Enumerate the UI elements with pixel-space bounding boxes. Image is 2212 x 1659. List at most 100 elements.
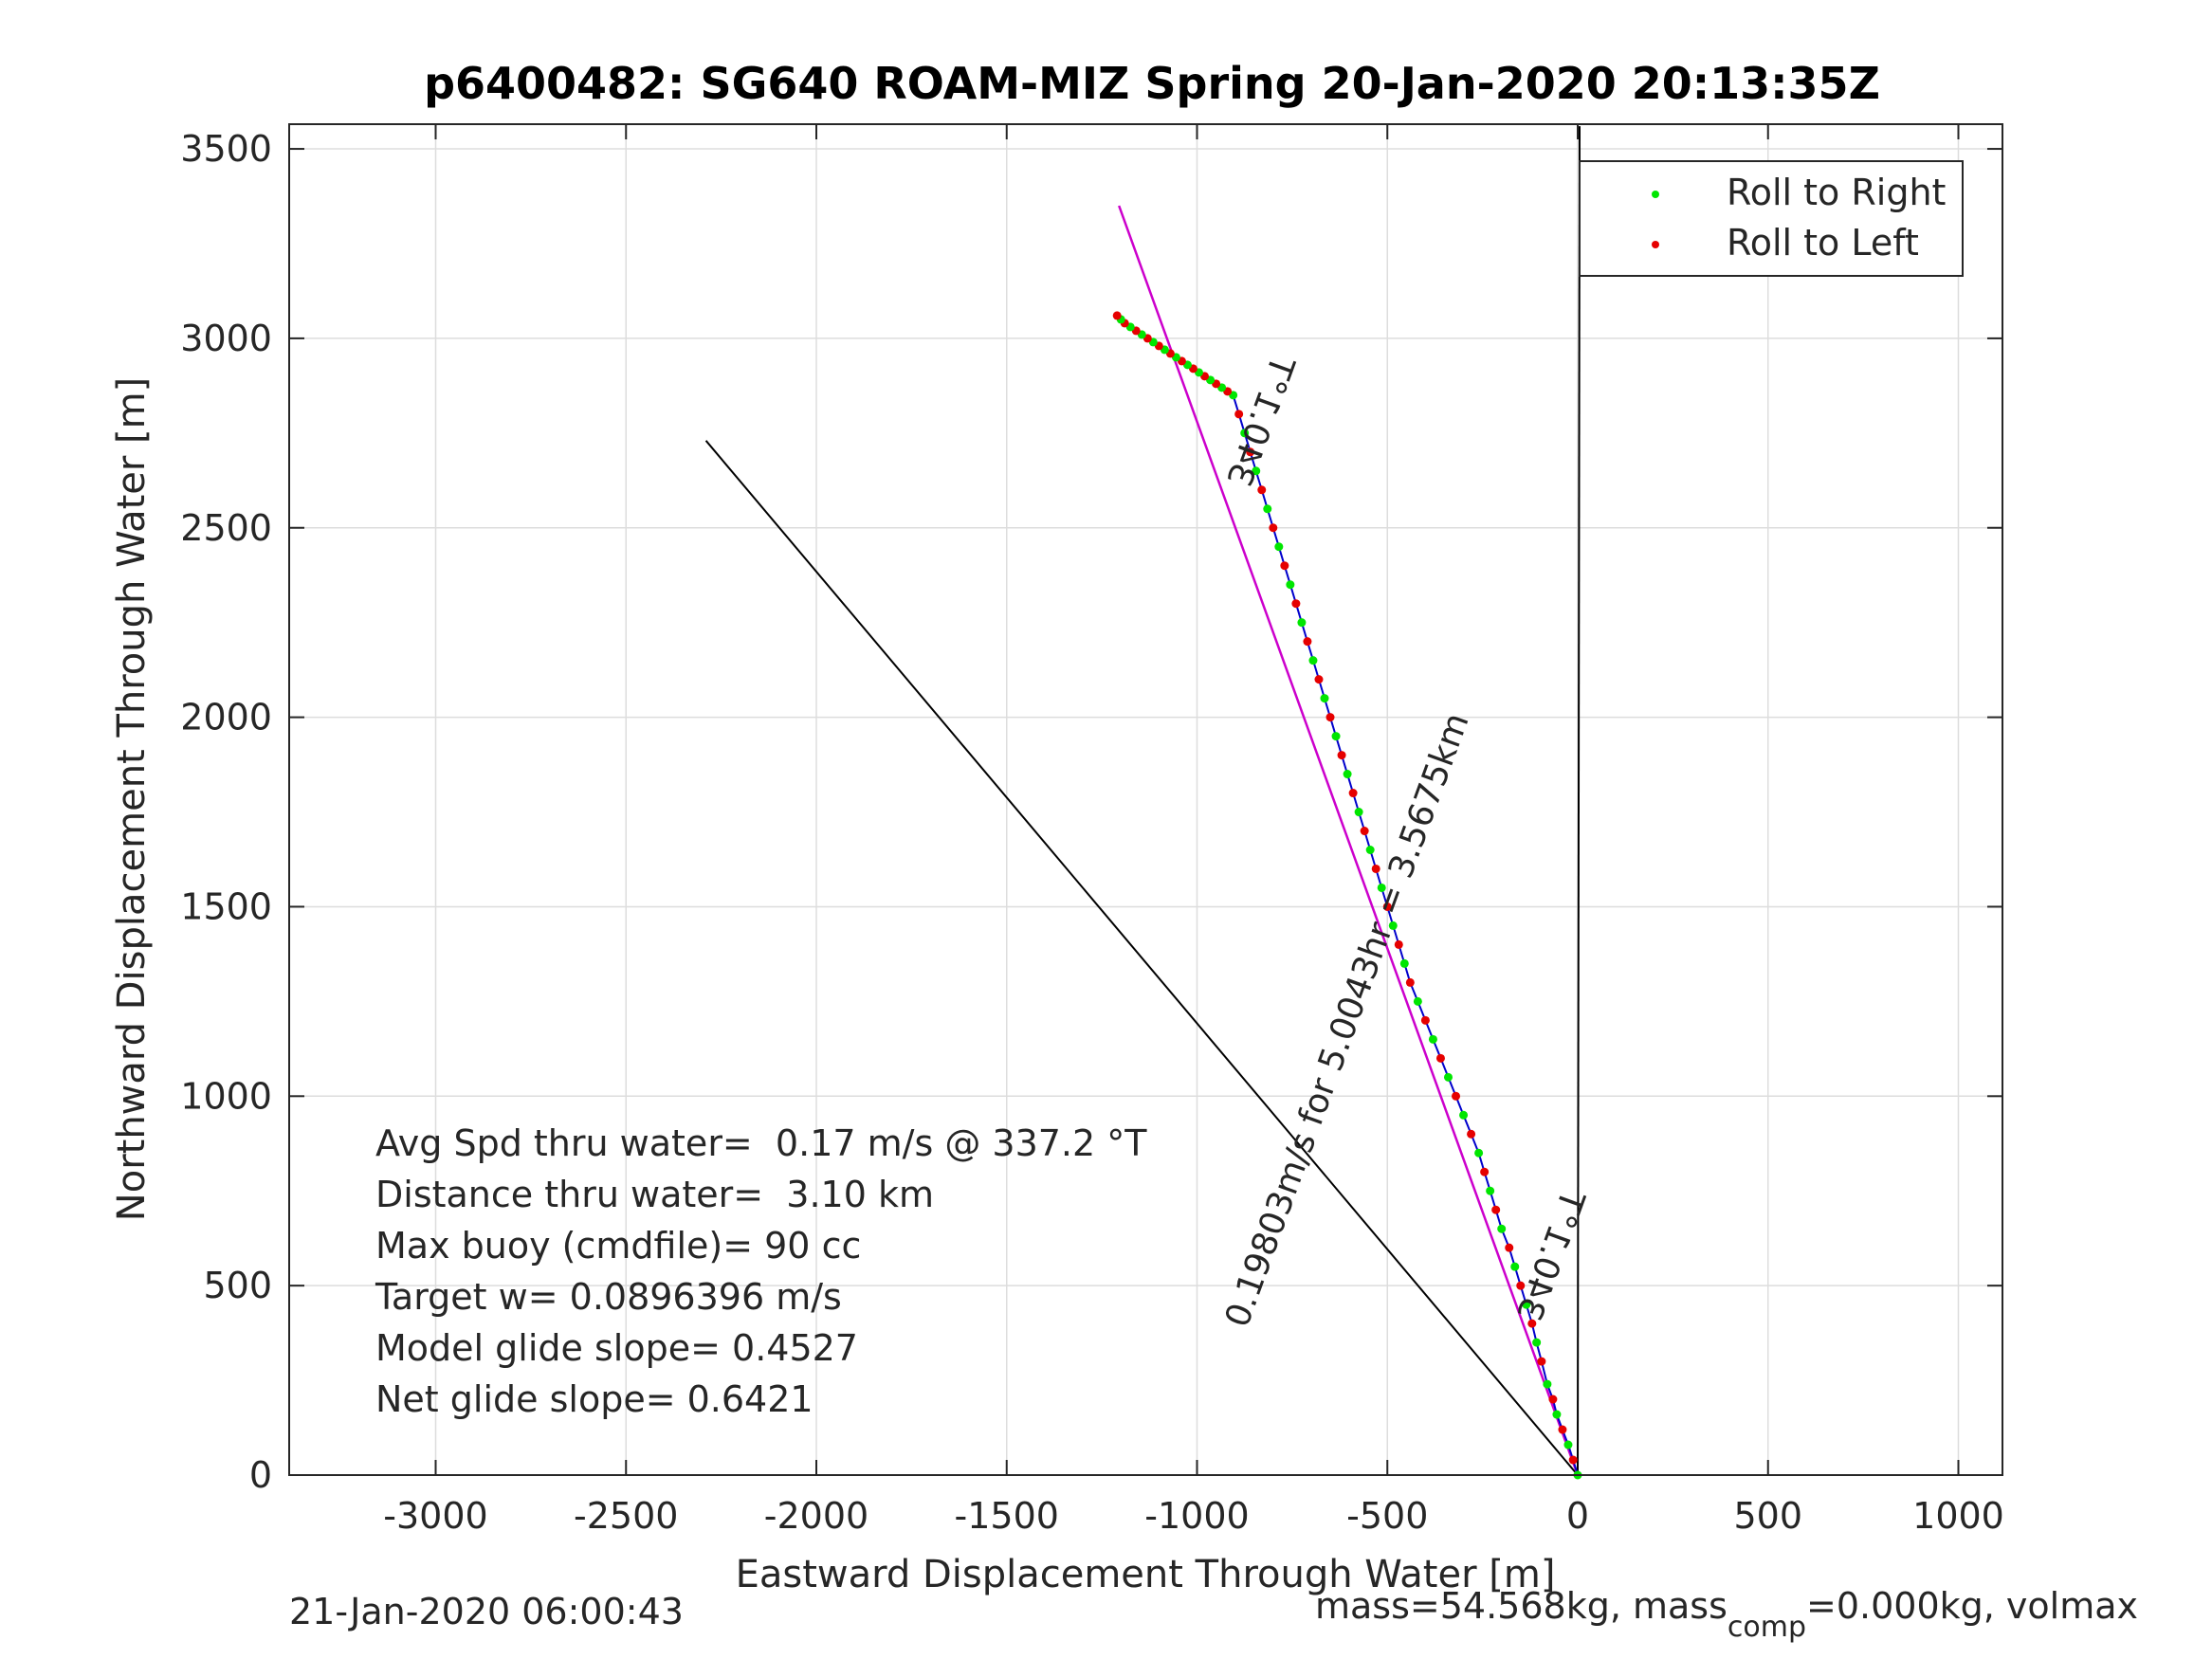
y-tick-label: 500 <box>203 1265 272 1306</box>
roll-right-point <box>1354 808 1363 817</box>
roll-right-point <box>1510 1262 1520 1271</box>
roll-left-point <box>1491 1205 1501 1214</box>
roll-right-point <box>1388 921 1398 930</box>
y-tick-label: 1000 <box>180 1075 272 1117</box>
x-tick-label: -3000 <box>383 1495 487 1537</box>
roll-right-point <box>1413 996 1422 1006</box>
roll-left-point <box>1537 1357 1546 1366</box>
x-tick-labels: -3000 -2500 -2000 -1500 -1000 -500 0 500 1000 <box>383 1495 2004 1537</box>
roll-left-point <box>1435 1053 1445 1063</box>
x-tick-label: -2500 <box>574 1495 678 1537</box>
x-tick-label: -1500 <box>955 1495 1059 1537</box>
x-tick-label: 1000 <box>1912 1495 2004 1537</box>
roll-left-point <box>1452 1091 1461 1101</box>
roll-left-point <box>1303 637 1312 647</box>
roll-left-point <box>1558 1425 1567 1434</box>
roll-right-point <box>1522 1300 1531 1309</box>
footer-mass: mass=54.568kg, masscomp=0.000kg, volmax <box>1315 1585 2138 1644</box>
roll-left-point <box>1382 902 1392 911</box>
x-tick-label: -2000 <box>764 1495 868 1537</box>
roll-right-point <box>1474 1148 1484 1158</box>
roll-right-point <box>1486 1186 1495 1195</box>
roll-right-point <box>1399 958 1409 968</box>
roll-left-point <box>1234 410 1244 419</box>
plot-axes-box <box>288 123 2003 1476</box>
legend-label-roll-right: Roll to Right <box>1727 172 1946 213</box>
roll-left-point <box>1405 977 1415 987</box>
roll-left-point <box>1516 1281 1526 1290</box>
legend-label-roll-left: Roll to Left <box>1727 222 1919 264</box>
roll-right-point <box>1563 1440 1573 1449</box>
roll-points <box>1112 311 1582 1480</box>
roll-right-point <box>1297 618 1307 628</box>
stat-net-glide: Net glide slope= 0.6421 <box>375 1378 814 1420</box>
roll-right-point <box>1343 770 1352 779</box>
roll-right-point <box>1274 542 1284 552</box>
roll-right-point <box>1532 1338 1542 1347</box>
roll-right-point <box>1543 1379 1552 1389</box>
roll-left-point <box>1325 713 1335 722</box>
footer-mass-prefix: mass=54.568kg, mass <box>1315 1585 1728 1627</box>
roll-left-point <box>1394 939 1403 949</box>
y-tick-label: 2500 <box>180 507 272 549</box>
y-axis-label: Northward Displacement Through Water [m] <box>110 377 154 1221</box>
roll-left-point <box>1505 1243 1514 1252</box>
roll-left-point <box>1527 1319 1537 1328</box>
roll-right-point <box>1365 845 1375 854</box>
legend-marker-roll-left <box>1652 241 1659 248</box>
roll-left-point <box>1314 675 1324 684</box>
footer-mass-suffix: =0.000kg, volmax <box>1806 1585 2138 1627</box>
stat-max-buoy: Max buoy (cmdfile)= 90 cc <box>375 1225 861 1267</box>
roll-left-point <box>1269 523 1278 533</box>
roll-right-point <box>1459 1110 1469 1120</box>
y-tick-label: 1500 <box>180 885 272 927</box>
reference-line <box>704 440 1579 1476</box>
roll-right-point <box>1252 466 1261 476</box>
y-tick-label: 3500 <box>180 128 272 170</box>
chart-title: p6400482: SG640 ROAM-MIZ Spring 20-Jan-2… <box>424 58 1880 109</box>
roll-right-point <box>1308 656 1318 665</box>
x-tick-label: 0 <box>1566 1495 1589 1537</box>
stat-distance: Distance thru water= 3.10 km <box>375 1174 934 1215</box>
roll-left-point <box>1246 447 1255 457</box>
stat-target-w: Target w= 0.0896396 m/s <box>375 1276 842 1318</box>
x-tick-label: -1000 <box>1144 1495 1249 1537</box>
roll-right-point <box>1443 1072 1453 1082</box>
roll-left-point <box>1467 1129 1476 1139</box>
roll-left-point <box>1360 827 1369 836</box>
roll-left-point <box>1112 311 1122 320</box>
roll-left-point <box>1548 1395 1558 1404</box>
y-tick-label: 3000 <box>180 318 272 359</box>
plot-area <box>289 124 2002 1475</box>
footer-timestamp: 21-Jan-2020 06:00:43 <box>289 1591 684 1632</box>
roll-left-point <box>1420 1015 1430 1025</box>
roll-right-point <box>1263 504 1272 514</box>
legend: Roll to Right Roll to Left <box>1579 160 1964 277</box>
y-tick-label: 2000 <box>180 697 272 738</box>
stat-model-glide: Model glide slope= 0.4527 <box>375 1327 858 1369</box>
roll-right-point <box>1377 883 1386 892</box>
y-tick-labels: 0 500 1000 1500 2000 2500 3000 3500 <box>180 128 272 1496</box>
roll-left-point <box>1337 751 1346 760</box>
roll-right-point <box>1552 1410 1562 1419</box>
roll-right-point <box>1331 732 1341 741</box>
roll-left-point <box>1291 599 1301 609</box>
roll-left-point <box>1348 789 1358 798</box>
legend-marker-roll-right <box>1652 191 1659 198</box>
y-tick-label: 0 <box>249 1454 272 1496</box>
footer-mass-subscript: comp <box>1728 1611 1806 1644</box>
x-axis-label: Eastward Displacement Through Water [m] <box>736 1553 1556 1596</box>
roll-right-point <box>1428 1034 1437 1044</box>
roll-left-point <box>1480 1167 1490 1176</box>
legend-box <box>1579 160 1964 277</box>
stat-avg-speed: Avg Spd thru water= 0.17 m/s @ 337.2 °T <box>375 1122 1147 1164</box>
roll-right-point <box>1320 694 1329 703</box>
roll-left-point <box>1371 864 1380 873</box>
roll-right-point <box>1497 1224 1507 1233</box>
reference-lines <box>704 126 1581 1476</box>
roll-left-point <box>1568 1455 1578 1465</box>
heading-line <box>1118 205 1580 1476</box>
roll-right-point <box>1286 580 1295 590</box>
roll-left-point <box>1257 485 1267 495</box>
